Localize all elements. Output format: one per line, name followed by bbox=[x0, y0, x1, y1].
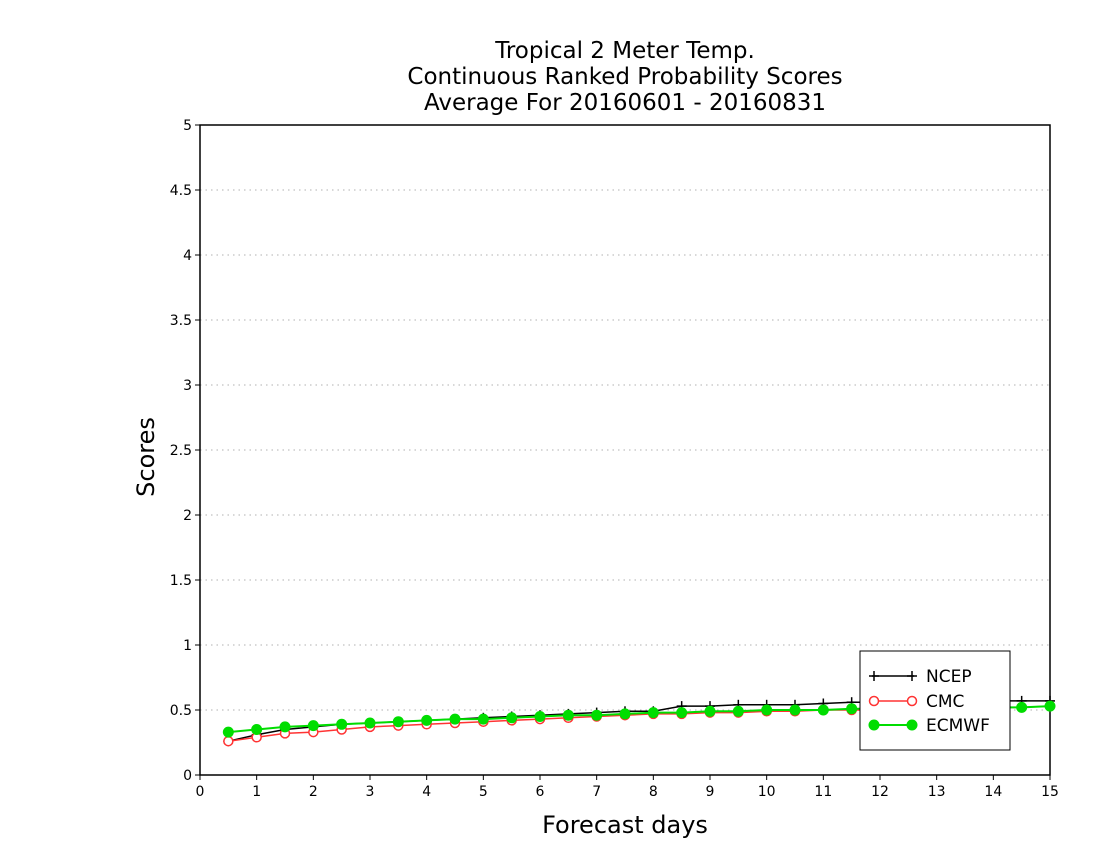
x-tick-label: 10 bbox=[758, 784, 776, 800]
x-tick-label: 12 bbox=[871, 784, 889, 800]
gridlines bbox=[200, 189, 1050, 711]
data-point-ecmwf bbox=[846, 703, 858, 715]
x-axis-title: Forecast days bbox=[542, 811, 708, 839]
legend-marker-ecmwf bbox=[906, 719, 918, 731]
x-tick-label: 4 bbox=[422, 784, 431, 800]
chart-title-line-3: Average For 20160601 - 20160831 bbox=[424, 90, 826, 116]
data-point-cmc bbox=[223, 735, 234, 747]
y-tick-label: 1.5 bbox=[170, 573, 192, 589]
data-point-ecmwf bbox=[1016, 701, 1028, 713]
data-point-ecmwf bbox=[449, 713, 461, 725]
data-point-ecmwf bbox=[817, 704, 829, 716]
data-point-ecmwf bbox=[761, 704, 773, 716]
data-point-ecmwf bbox=[477, 713, 489, 725]
x-tick-label: 1 bbox=[252, 784, 261, 800]
x-tick-label: 8 bbox=[649, 784, 658, 800]
y-tick-label: 3 bbox=[183, 378, 192, 394]
legend-marker-cmc bbox=[868, 695, 880, 707]
y-tick-label: 5 bbox=[183, 118, 192, 134]
y-axis-title: Scores bbox=[132, 417, 160, 497]
data-point-ecmwf bbox=[676, 707, 688, 719]
data-point-ecmwf bbox=[647, 707, 659, 719]
y-tick-label: 1 bbox=[183, 638, 192, 654]
data-point-ecmwf bbox=[534, 711, 546, 722]
legend-label-ecmwf: ECMWF bbox=[926, 716, 990, 736]
legend-label-ncep: NCEP bbox=[926, 667, 972, 687]
x-tick-label: 9 bbox=[706, 784, 715, 800]
chart-title-line-2: Continuous Ranked Probability Scores bbox=[407, 64, 842, 90]
x-tick-label: 6 bbox=[536, 784, 545, 800]
y-tick-label: 4 bbox=[183, 248, 192, 264]
data-point-ecmwf bbox=[789, 704, 801, 716]
data-point-ecmwf bbox=[251, 724, 263, 735]
y-tick-label: 3.5 bbox=[170, 313, 192, 329]
data-point-ecmwf bbox=[704, 705, 716, 717]
y-tick-label: 0 bbox=[183, 768, 192, 784]
data-point-ecmwf bbox=[336, 718, 348, 730]
x-tick-label: 11 bbox=[814, 784, 832, 800]
legend-item-cmc: CMC bbox=[868, 692, 964, 712]
legend-marker-ncep bbox=[869, 671, 879, 681]
legend: NCEP CMC ECMWF bbox=[859, 650, 1011, 751]
legend-marker-ecmwf bbox=[868, 719, 880, 731]
y-tick-label: 2 bbox=[183, 508, 192, 524]
data-point-ecmwf bbox=[222, 726, 234, 738]
x-tick-label: 7 bbox=[592, 784, 601, 800]
x-tick-label: 5 bbox=[479, 784, 488, 800]
data-point-ecmwf bbox=[562, 709, 574, 721]
y-tick-label: 2.5 bbox=[170, 443, 192, 459]
x-tick-label: 2 bbox=[309, 784, 318, 800]
x-tick-label: 13 bbox=[928, 784, 946, 800]
legend-marker-ncep bbox=[907, 671, 917, 681]
legend-marker-cmc bbox=[906, 695, 918, 707]
x-tick-label: 3 bbox=[366, 784, 375, 800]
x-tick-label: 14 bbox=[984, 784, 1002, 800]
data-point-ecmwf bbox=[307, 720, 319, 732]
legend-item-ncep: NCEP bbox=[869, 667, 972, 687]
data-point-ecmwf bbox=[421, 714, 433, 726]
data-point-ecmwf bbox=[506, 712, 518, 724]
y-tick-label: 4.5 bbox=[170, 183, 192, 199]
data-point-ecmwf bbox=[279, 721, 291, 733]
legend-item-ecmwf: ECMWF bbox=[868, 716, 990, 736]
data-point-ecmwf bbox=[392, 716, 404, 728]
data-point-ecmwf bbox=[732, 705, 744, 717]
chart-title-line-1: Tropical 2 Meter Temp. bbox=[494, 38, 755, 64]
data-point-ecmwf bbox=[364, 717, 376, 729]
axis-ticks: 00.511.522.533.544.550 1 2 3 4 5 6 7 8 9 10 11 12 13 1… bbox=[170, 118, 1059, 800]
x-tick-label: 0 bbox=[196, 784, 205, 800]
legend-label-cmc: CMC bbox=[926, 692, 964, 712]
data-point-ecmwf bbox=[591, 709, 603, 721]
y-tick-label: 0.5 bbox=[170, 703, 192, 719]
x-tick-label: 15 bbox=[1041, 784, 1059, 800]
data-point-ecmwf bbox=[619, 708, 631, 720]
data-point-ecmwf bbox=[1044, 700, 1056, 712]
